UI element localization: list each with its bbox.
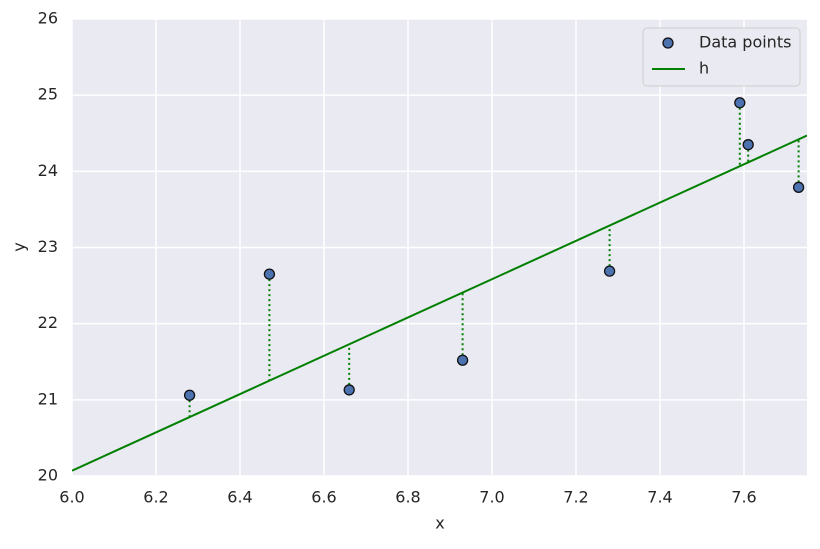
x-tick-label: 6.2 [143, 488, 168, 507]
y-tick-label: 21 [38, 389, 58, 408]
x-tick-label: 6.8 [395, 488, 420, 507]
y-tick-label: 22 [38, 313, 58, 332]
x-axis-label: x [435, 514, 444, 533]
data-point [792, 181, 805, 193]
x-tick-label: 7.0 [479, 488, 504, 507]
data-point [183, 389, 196, 401]
data-point [810, 96, 820, 106]
data-point [343, 384, 355, 396]
x-tick-label: 6.4 [227, 488, 252, 507]
y-tick-label: 23 [38, 237, 58, 256]
legend-label: Data points [699, 33, 791, 52]
x-tick-label: 6.6 [311, 488, 336, 507]
legend-box [642, 27, 801, 87]
y-tick-label: 20 [38, 466, 58, 485]
data-point [603, 265, 616, 277]
y-tick-label: 25 [38, 85, 58, 104]
y-tick-label: 24 [38, 161, 58, 180]
y-tick-label: 26 [38, 9, 58, 28]
fit-line [72, 134, 807, 472]
data-point [263, 268, 276, 280]
y-axis-label: y [10, 242, 29, 251]
x-tick-label: 6.0 [59, 488, 84, 507]
data-point [456, 354, 469, 366]
data-point [734, 97, 746, 109]
legend-label: h [699, 59, 709, 78]
x-tick-label: 7.6 [731, 488, 756, 507]
x-tick-label: 7.2 [563, 488, 588, 507]
data-point [742, 139, 754, 151]
x-tick-label: 7.4 [647, 488, 672, 507]
legend-marker [662, 37, 674, 49]
